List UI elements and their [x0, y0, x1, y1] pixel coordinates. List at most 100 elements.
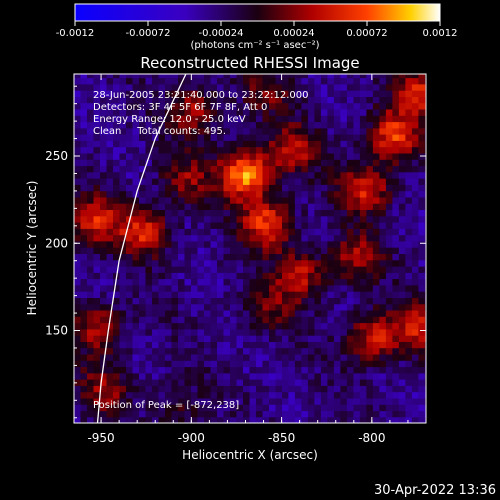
- heatmap-cell: [392, 322, 400, 330]
- heatmap-cell: [294, 303, 302, 311]
- heatmap-cell: [204, 266, 212, 273]
- heatmap-cell: [282, 146, 290, 154]
- heatmap-cell: [230, 146, 238, 154]
- heatmap-cell: [230, 372, 238, 380]
- heatmap-cell: [100, 209, 108, 217]
- heatmap-cell: [275, 404, 283, 412]
- heatmap-cell: [320, 416, 328, 423]
- heatmap-cell: [197, 372, 205, 380]
- heatmap-cell: [262, 127, 270, 135]
- heatmap-cell: [275, 322, 283, 330]
- heatmap-cell: [405, 347, 413, 355]
- heatmap-cell: [249, 209, 257, 217]
- heatmap-cell: [359, 353, 367, 361]
- heatmap-cell: [346, 316, 354, 324]
- heatmap-cell: [333, 228, 341, 236]
- heatmap-cell: [288, 353, 296, 361]
- heatmap-cell: [243, 184, 251, 192]
- heatmap-cell: [100, 234, 108, 242]
- heatmap-cell: [327, 397, 335, 405]
- heatmap-cell: [301, 171, 309, 179]
- heatmap-cell: [80, 259, 88, 267]
- heatmap-cell: [113, 140, 121, 148]
- heatmap-cell: [418, 410, 426, 418]
- heatmap-cell: [301, 196, 309, 204]
- heatmap-cell: [139, 360, 147, 368]
- heatmap-cell: [346, 108, 354, 116]
- heatmap-cell: [178, 178, 186, 185]
- heatmap-cell: [236, 416, 244, 423]
- heatmap-cell: [152, 203, 160, 210]
- heatmap-cell: [178, 341, 186, 349]
- heatmap-cell: [80, 159, 88, 167]
- heatmap-cell: [392, 83, 400, 91]
- heatmap-cell: [282, 234, 290, 242]
- heatmap-cell: [256, 77, 264, 85]
- heatmap-cell: [327, 90, 335, 97]
- heatmap-cell: [80, 416, 88, 423]
- heatmap-cell: [359, 152, 367, 160]
- heatmap-cell: [119, 165, 127, 173]
- heatmap-cell: [197, 240, 205, 248]
- heatmap-cell: [288, 316, 296, 324]
- heatmap-cell: [359, 328, 367, 336]
- heatmap-cell: [178, 134, 186, 141]
- heatmap-cell: [359, 335, 367, 342]
- heatmap-cell: [171, 102, 179, 110]
- heatmap-cell: [372, 102, 380, 110]
- heatmap-cell: [294, 209, 302, 217]
- heatmap-cell: [100, 253, 108, 261]
- heatmap-cell: [100, 303, 108, 311]
- heatmap-cell: [197, 385, 205, 393]
- heatmap-cell: [398, 372, 406, 380]
- heatmap-cell: [372, 366, 380, 374]
- heatmap-cell: [314, 178, 322, 185]
- heatmap-cell: [307, 335, 315, 342]
- heatmap-cell: [113, 96, 121, 104]
- heatmap-cell: [411, 234, 419, 242]
- heatmap-cell: [307, 379, 315, 386]
- heatmap-cell: [398, 309, 406, 317]
- heatmap-cell: [392, 209, 400, 217]
- heatmap-cell: [217, 266, 225, 273]
- heatmap-cell: [87, 83, 95, 91]
- heatmap-cell: [333, 74, 341, 79]
- heatmap-cell: [113, 303, 121, 311]
- heatmap-cell: [184, 108, 192, 116]
- heatmap-cell: [314, 397, 322, 405]
- heatmap-cell: [353, 121, 361, 129]
- heatmap-cell: [327, 404, 335, 412]
- heatmap-cell: [204, 165, 212, 173]
- heatmap-cell: [418, 108, 426, 116]
- heatmap-cell: [340, 309, 348, 317]
- heatmap-cell: [256, 96, 264, 104]
- heatmap-cell: [113, 190, 121, 198]
- heatmap-cell: [405, 266, 413, 273]
- heatmap-cell: [346, 259, 354, 267]
- heatmap-cell: [398, 353, 406, 361]
- heatmap-cell: [392, 190, 400, 198]
- heatmap-cell: [93, 291, 101, 298]
- heatmap-cell: [126, 259, 134, 267]
- heatmap-cell: [282, 266, 290, 273]
- heatmap-cell: [165, 140, 173, 148]
- heatmap-cell: [119, 102, 127, 110]
- heatmap-cell: [392, 115, 400, 123]
- heatmap-cell: [249, 353, 257, 361]
- heatmap-cell: [139, 108, 147, 116]
- heatmap-cell: [346, 360, 354, 368]
- heatmap-cell: [288, 228, 296, 236]
- heatmap-cell: [197, 102, 205, 110]
- heatmap-cell: [379, 309, 387, 317]
- heatmap-cell: [158, 247, 166, 254]
- heatmap-cell: [139, 284, 147, 292]
- heatmap-cell: [379, 353, 387, 361]
- heatmap-cell: [405, 83, 413, 91]
- heatmap-cell: [333, 272, 341, 280]
- heatmap-cell: [282, 328, 290, 336]
- heatmap-cell: [314, 391, 322, 399]
- heatmap-cell: [93, 222, 101, 229]
- heatmap-cell: [307, 328, 315, 336]
- heatmap-cell: [126, 404, 134, 412]
- heatmap-cell: [93, 328, 101, 336]
